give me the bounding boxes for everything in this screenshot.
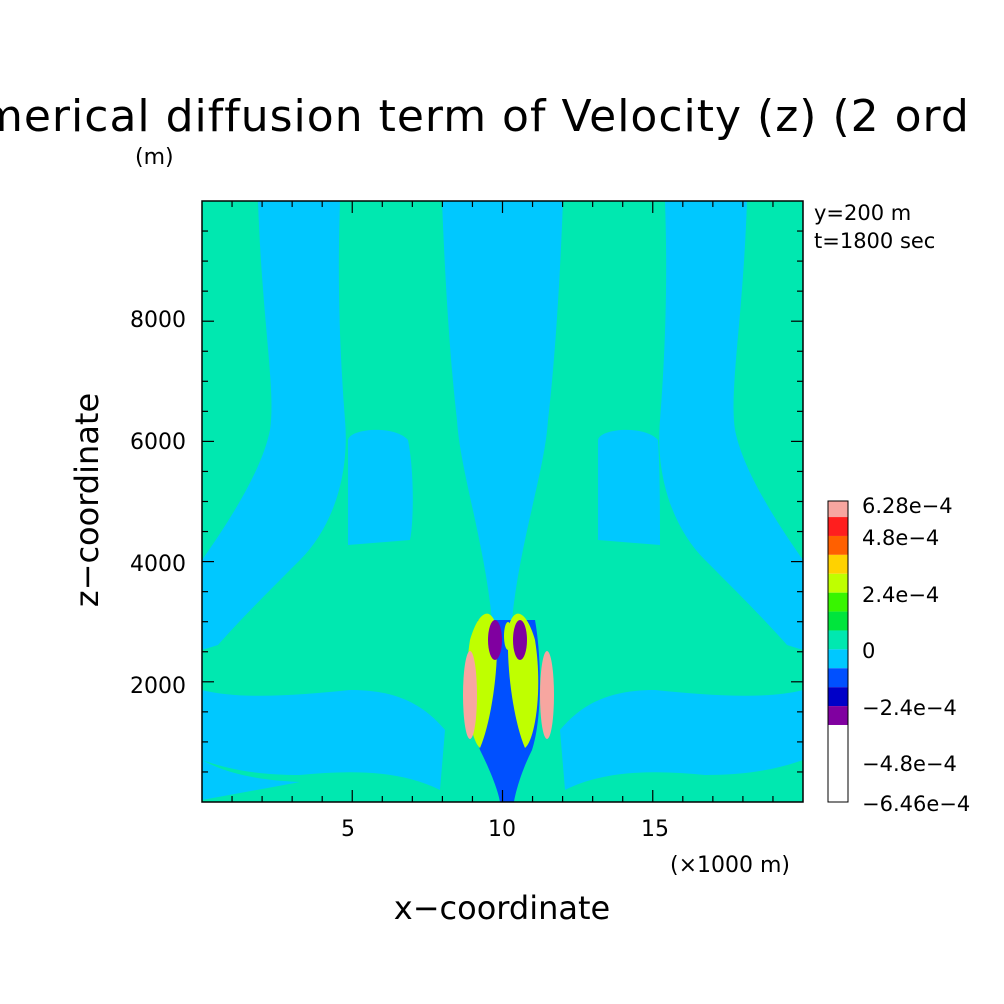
y-tick-label: 4000 — [130, 552, 186, 577]
colorbar-label: 4.8e−4 — [862, 526, 939, 550]
colorbar-swatch — [828, 573, 848, 593]
colorbar-label: −4.8e−4 — [862, 752, 957, 776]
colorbar-labels: 6.28e−4 4.8e−4 2.4e−4 0 −2.4e−4 −4.8e−4 … — [862, 494, 970, 816]
y-tick-labels: 2000 4000 6000 8000 — [130, 308, 186, 699]
left-lobe — [348, 429, 413, 545]
y-tick-label: 8000 — [130, 308, 186, 333]
right-lobe — [598, 429, 660, 545]
colorbar-swatch — [828, 687, 848, 707]
colorbar-swatch — [828, 517, 848, 536]
right-negative-min — [513, 620, 527, 660]
annotation-y: y=200 m — [814, 201, 911, 225]
colorbar — [827, 500, 849, 803]
colorbar-swatch — [828, 668, 848, 688]
colorbar-label: −2.4e−4 — [862, 696, 957, 720]
center-column — [442, 201, 563, 620]
x-tick-label: 5 — [341, 817, 355, 842]
colorbar-label: 6.28e−4 — [862, 494, 953, 518]
axis-ticks — [202, 201, 803, 802]
y-tick-label: 2000 — [130, 674, 186, 699]
right-plume — [659, 201, 803, 650]
left-positive-max — [463, 651, 477, 739]
colorbar-label: −6.46e−4 — [862, 792, 970, 816]
x-tick-label: 10 — [488, 817, 516, 842]
colorbar-swatch — [828, 630, 848, 650]
colorbar-label: 0 — [862, 639, 875, 663]
colorbar-swatch — [828, 706, 848, 725]
chart-title: merical diffusion term of Velocity (z) (… — [0, 91, 970, 142]
colorbar-swatch — [828, 554, 848, 574]
colorbar-swatch — [828, 592, 848, 612]
plot-area — [202, 201, 803, 802]
colorbar-swatch — [828, 501, 848, 518]
x-tick-labels: 5 10 15 — [341, 817, 669, 842]
colorbar-swatch — [828, 649, 848, 669]
colorbar-swatch — [828, 611, 848, 631]
colorbar-label: 2.4e−4 — [862, 583, 939, 607]
x-axis-unit: (×1000 m) — [670, 853, 790, 878]
left-plume — [202, 201, 346, 650]
y-axis-unit: (m) — [135, 145, 174, 170]
left-negative-min — [488, 620, 502, 660]
annotation-t: t=1800 sec — [814, 229, 935, 253]
x-tick-label: 15 — [641, 817, 669, 842]
x-axis-label: x−coordinate — [394, 889, 610, 927]
right-positive-max — [540, 651, 554, 739]
colorbar-swatch — [828, 535, 848, 555]
colorbar-frame — [827, 500, 849, 803]
center-positive-tip — [504, 622, 512, 650]
y-tick-label: 6000 — [130, 430, 186, 455]
y-axis-label: z−coordinate — [68, 393, 106, 607]
